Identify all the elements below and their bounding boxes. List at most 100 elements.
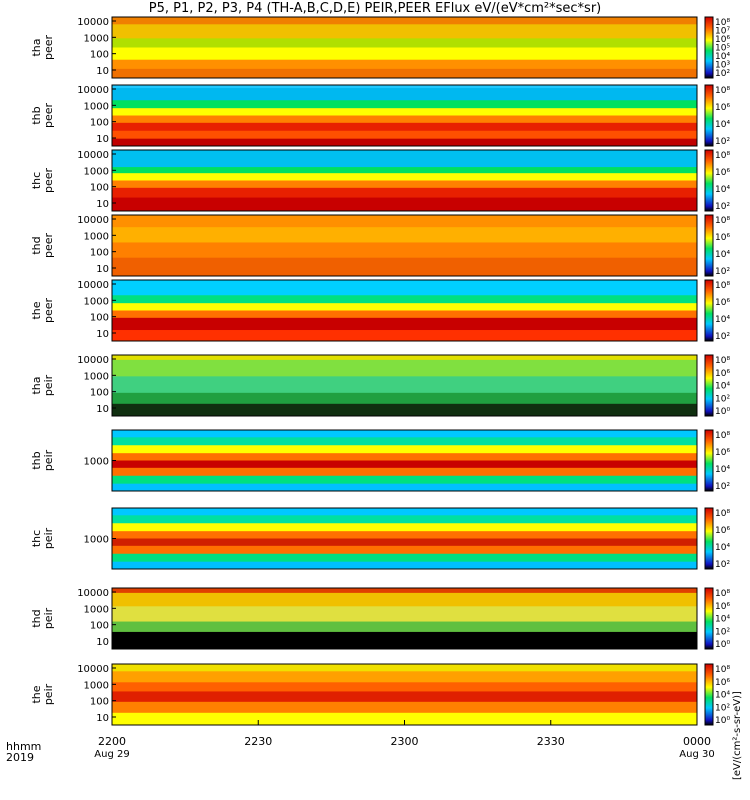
colorbar-tick-label: 10²: [715, 202, 730, 212]
spectrogram-band: [112, 215, 697, 228]
ytick-label: 10: [96, 404, 109, 415]
panel-ylabel: thd: [30, 236, 43, 254]
colorbar-tick-label: 10⁴: [715, 315, 730, 325]
panel-ylabel: tha: [30, 38, 43, 56]
spectrogram-band: [112, 310, 697, 319]
spectrogram-band: [112, 483, 697, 492]
panel-thb-peir: thb peir 1000 10⁸ 10⁶ 10⁴ 10²: [30, 429, 730, 492]
ytick-label: 100: [90, 118, 109, 129]
spectrogram-band: [112, 467, 697, 477]
spectrogram-band: [112, 122, 697, 132]
panel-thb-peer: thb peer 10000 1000 100 10 10⁸ 10⁶ 10⁴ 10²: [30, 84, 730, 147]
spectrogram-band: [112, 430, 697, 438]
panel-ylabel: peir: [42, 607, 55, 629]
spectrogram-band: [112, 592, 697, 607]
spectrogram-band: [112, 523, 697, 532]
spectrogram-band: [112, 227, 697, 243]
spectrogram-band: [112, 545, 697, 555]
panel-ylabel: thc: [30, 530, 43, 547]
colorbar-unit-label: [eV/(cm²-s-sr-eV)]: [732, 691, 743, 780]
ytick-label: 10000: [77, 85, 109, 96]
spectrogram-band: [112, 130, 697, 140]
panel-ylabel: the: [30, 685, 43, 703]
panel-thc-peer: thc peer 10000 1000 100 10 10⁸ 10⁶ 10⁴ 10²: [30, 149, 730, 212]
spectrogram-band: [112, 403, 697, 417]
panel-thd-peer: thd peer 10000 1000 100 10 10⁸ 10⁶ 10⁴ 10²: [30, 214, 730, 277]
ytick-label: 10: [96, 637, 109, 648]
colorbar: [704, 663, 714, 726]
spectrogram-band: [112, 180, 697, 189]
ytick-label: 1000: [84, 296, 109, 307]
ytick-label: 10000: [77, 17, 109, 28]
spectrogram-band: [112, 24, 697, 39]
spectrogram-band: [112, 47, 697, 61]
spectrogram-band: [112, 445, 697, 454]
xtick-label: 2300: [391, 735, 419, 748]
ytick-label: 1000: [84, 231, 109, 242]
ytick-label: 100: [90, 313, 109, 324]
colorbar: [704, 16, 714, 79]
spectrogram-band: [112, 606, 697, 623]
spectrogram-band: [112, 197, 697, 212]
colorbar-tick-label: 10⁴: [715, 382, 730, 392]
ytick-label: 10000: [77, 588, 109, 599]
spectrogram-band: [112, 330, 697, 342]
spectrogram-band: [112, 68, 697, 79]
panel-ylabel: peer: [42, 103, 55, 129]
colorbar: [704, 507, 714, 570]
panel-ylabel: peir: [42, 449, 55, 471]
ytick-label: 10: [96, 713, 109, 724]
panel-frame: [111, 16, 698, 79]
ytick-label: 100: [90, 50, 109, 61]
panel-ylabel: peir: [42, 374, 55, 396]
spectrogram-band: [112, 437, 697, 446]
ytick-label: 1000: [84, 680, 109, 691]
colorbar-tick-label: 10⁶: [715, 678, 730, 688]
ytick-label: 10: [96, 134, 109, 145]
ytick-label: 10000: [77, 664, 109, 675]
ytick-label: 100: [90, 248, 109, 259]
spectrogram-band: [112, 515, 697, 524]
spectrogram-band: [112, 167, 697, 174]
spectrogram-band: [112, 257, 697, 277]
colorbar-tick-label: 10⁴: [715, 250, 730, 260]
panel-the-peir: the peir 10000 1000 100 10 10⁸ 10⁶ 10⁴ 10² 10⁰: [30, 663, 730, 726]
ytick-label: 1000: [84, 457, 109, 468]
spectrogram-band: [112, 88, 697, 101]
colorbar-tick-label: 10⁴: [715, 465, 730, 475]
colorbar-tick-label: 10⁰: [715, 716, 730, 726]
ytick-label: 100: [90, 183, 109, 194]
colorbar-tick-label: 10⁷: [715, 27, 730, 37]
ytick-label: 10: [96, 66, 109, 77]
spectrogram-band: [112, 85, 697, 89]
spectrogram-band: [112, 317, 697, 331]
colorbar-tick-label: 10⁴: [715, 543, 730, 553]
ytick-label: 1000: [84, 166, 109, 177]
panel-frame: [111, 149, 698, 212]
colorbar-tick-label: 10⁸: [715, 86, 730, 96]
ytick-label: 100: [90, 697, 109, 708]
panel-ylabel: peer: [42, 35, 55, 61]
colorbar-tick-label: 10⁶: [715, 168, 730, 178]
spectrogram-band: [112, 280, 697, 296]
spectrogram-band: [112, 621, 697, 633]
ytick-label: 10: [96, 329, 109, 340]
colorbar: [704, 429, 714, 492]
spectrogram-band: [112, 108, 697, 116]
panel-frame: [111, 587, 698, 650]
spectrogram-band: [112, 376, 697, 394]
chart-title: P5, P1, P2, P3, P4 (TH-A,B,C,D,E) PEIR,P…: [148, 1, 602, 16]
colorbar-tick-label: 10²: [715, 69, 730, 79]
spectrogram-band: [112, 460, 697, 469]
colorbar-tick-label: 10⁸: [715, 151, 730, 161]
colorbar-tick-label: 10⁰: [715, 407, 730, 417]
colorbar-tick-label: 10⁴: [715, 615, 730, 625]
panel-ylabel: thc: [30, 172, 43, 189]
ytick-label: 1000: [84, 33, 109, 44]
colorbar-tick-label: 10⁴: [715, 691, 730, 701]
spectrogram-band: [112, 701, 697, 714]
panel-ylabel: thd: [30, 609, 43, 627]
colorbar: [704, 214, 714, 277]
ytick-label: 10: [96, 199, 109, 210]
spectrogram-band: [112, 17, 697, 25]
